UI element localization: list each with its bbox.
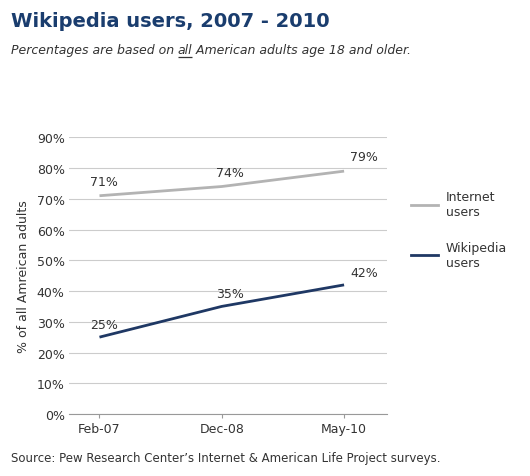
Text: 74%: 74% [216, 167, 244, 179]
Text: Wikipedia users, 2007 - 2010: Wikipedia users, 2007 - 2010 [11, 12, 329, 31]
Text: Source: Pew Research Center’s Internet & American Life Project surveys.: Source: Pew Research Center’s Internet &… [11, 451, 440, 464]
Text: 35%: 35% [216, 288, 244, 301]
Text: 79%: 79% [350, 151, 378, 164]
Text: 42%: 42% [350, 266, 378, 279]
Text: 71%: 71% [90, 176, 118, 188]
Y-axis label: % of all Amreican adults: % of all Amreican adults [17, 200, 30, 352]
Text: Percentages are based on: Percentages are based on [11, 44, 178, 57]
Text: American adults age 18 and older.: American adults age 18 and older. [192, 44, 411, 57]
Text: 25%: 25% [90, 318, 118, 331]
Legend: Internet
users, Wikipedia
users: Internet users, Wikipedia users [406, 186, 512, 274]
Text: all: all [178, 44, 192, 57]
